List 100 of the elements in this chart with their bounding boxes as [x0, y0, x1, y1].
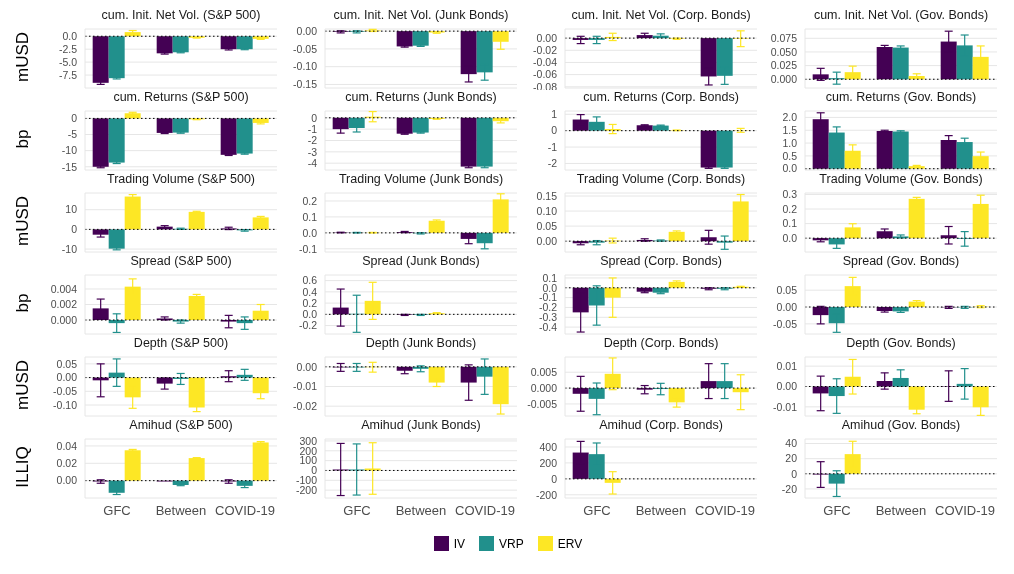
y-axis-title: mUSD — [13, 31, 33, 83]
chart-title: Trading Volume (Junk Bonds) — [337, 172, 505, 188]
y-tick-label: 0.10 — [536, 204, 558, 217]
y-tick-label: -0.2 — [538, 301, 558, 314]
y-tick-label: -2.5 — [58, 42, 78, 55]
bar — [876, 131, 893, 169]
y-tick-label: 1.5 — [782, 123, 798, 136]
chart-title: Depth (Junk Bonds) — [364, 336, 478, 352]
y-tick-label: -0.04 — [533, 56, 558, 69]
bar — [636, 125, 653, 131]
y-tick-label: 0.4 — [302, 285, 318, 298]
y-tick-label: 200 — [299, 444, 318, 457]
y-tick-label: 0.15 — [536, 189, 558, 202]
y-tick-label: -20 — [781, 482, 798, 495]
y-tick-label: -15 — [61, 160, 78, 173]
y-tick-label: 0.5 — [782, 149, 798, 162]
y-tick-label: -0.01 — [773, 400, 798, 413]
y-axis-title: mUSD — [13, 195, 33, 247]
y-tick-label: 0.002 — [50, 298, 78, 311]
y-tick-label: 1 — [551, 108, 558, 121]
bar — [892, 131, 909, 169]
bar — [108, 480, 125, 493]
y-tick-label: 0.00 — [296, 360, 318, 373]
y-tick-label: 0.2 — [302, 296, 318, 309]
y-tick-label: -0.06 — [533, 68, 558, 81]
bar — [668, 388, 685, 403]
y-tick-label: 0.0 — [302, 226, 318, 239]
x-tick-label: GFC — [103, 503, 131, 519]
bar — [876, 231, 893, 239]
x-tick-label: GFC — [823, 503, 851, 519]
y-tick-label: 0.075 — [770, 32, 798, 45]
y-tick-label: 0.004 — [50, 282, 78, 295]
y-tick-label: 0 — [311, 464, 318, 477]
y-tick-label: 0.025 — [770, 59, 798, 72]
y-tick-label: 0.00 — [776, 300, 798, 313]
y-tick-label: -0.02 — [533, 44, 558, 57]
y-tick-label: 0.05 — [56, 357, 78, 370]
y-tick-label: -3 — [307, 145, 318, 158]
chart-title: Spread (Corp. Bonds) — [599, 254, 723, 270]
bar — [124, 450, 141, 481]
x-tick-label: COVID-19 — [455, 503, 515, 519]
y-tick-label: -0.10 — [293, 60, 318, 73]
chart-title: Amihud (S&P 500) — [128, 418, 234, 434]
y-tick-label: 0.005 — [530, 365, 558, 378]
bar — [940, 139, 957, 169]
y-tick-label: -0.005 — [527, 397, 558, 410]
y-tick-label: -1 — [307, 122, 318, 135]
y-tick-label: -0.1 — [298, 242, 318, 255]
y-tick-label: 0.00 — [536, 234, 558, 247]
y-tick-label: -7.5 — [58, 68, 78, 81]
y-tick-label: -2 — [307, 134, 318, 147]
y-tick-label: -0.02 — [293, 399, 318, 412]
y-tick-label: 0.00 — [56, 371, 78, 384]
y-tick-label: 10 — [65, 203, 78, 216]
y-tick-label: -5.0 — [58, 55, 78, 68]
y-tick-label: 200 — [539, 456, 558, 469]
y-tick-label: 0 — [551, 124, 558, 137]
y-tick-label: 0.01 — [776, 359, 798, 372]
chart-title: Amihud (Corp. Bonds) — [598, 418, 724, 434]
bar — [668, 231, 685, 242]
y-tick-label: -0.2 — [298, 319, 318, 332]
x-tick-label: COVID-19 — [215, 503, 275, 519]
y-tick-label: -4 — [307, 156, 318, 169]
bar — [188, 295, 205, 321]
y-tick-label: 0.0 — [302, 308, 318, 321]
chart-title: cum. Init. Net Vol. (Junk Bonds) — [332, 8, 510, 24]
y-tick-label: -1 — [547, 140, 558, 153]
y-tick-label: 400 — [539, 440, 558, 453]
y-tick-label: 0.3 — [782, 188, 798, 201]
y-tick-label: 0.0 — [782, 162, 798, 175]
chart-title: cum. Init. Net Vol. (S&P 500) — [100, 8, 262, 24]
chart-title: cum. Returns (Junk Bonds) — [344, 90, 498, 106]
chart-title: Spread (S&P 500) — [129, 254, 233, 270]
chart-title: Trading Volume (Gov. Bonds) — [818, 172, 984, 188]
legend-label: IV — [453, 536, 466, 551]
x-tick-label: GFC — [583, 503, 611, 519]
y-tick-label: 1.0 — [782, 136, 798, 149]
y-tick-label: 0.04 — [56, 439, 78, 452]
y-axis-title: bp — [12, 129, 33, 149]
y-tick-label: 300 — [299, 434, 318, 447]
y-tick-label: 0.6 — [302, 274, 318, 287]
bar — [108, 229, 125, 249]
bar — [124, 196, 141, 230]
y-tick-label: 0.0 — [542, 281, 558, 294]
x-tick-label: COVID-19 — [935, 503, 995, 519]
y-tick-label: 100 — [299, 454, 318, 467]
y-tick-label: 0.1 — [302, 210, 318, 223]
bar — [572, 119, 589, 131]
bar — [716, 130, 733, 168]
bar — [892, 47, 909, 80]
y-tick-label: -10 — [61, 144, 78, 157]
bar — [972, 156, 989, 169]
bar — [876, 47, 893, 80]
chart-title: Amihud (Junk Bonds) — [360, 418, 482, 434]
chart-title: Trading Volume (S&P 500) — [106, 172, 256, 188]
y-tick-label: 0.1 — [782, 217, 798, 230]
x-tick-label: Between — [395, 503, 447, 519]
y-tick-label: 0 — [311, 111, 318, 124]
y-axis-title: ILLIQ — [13, 446, 33, 488]
bar — [652, 287, 669, 293]
